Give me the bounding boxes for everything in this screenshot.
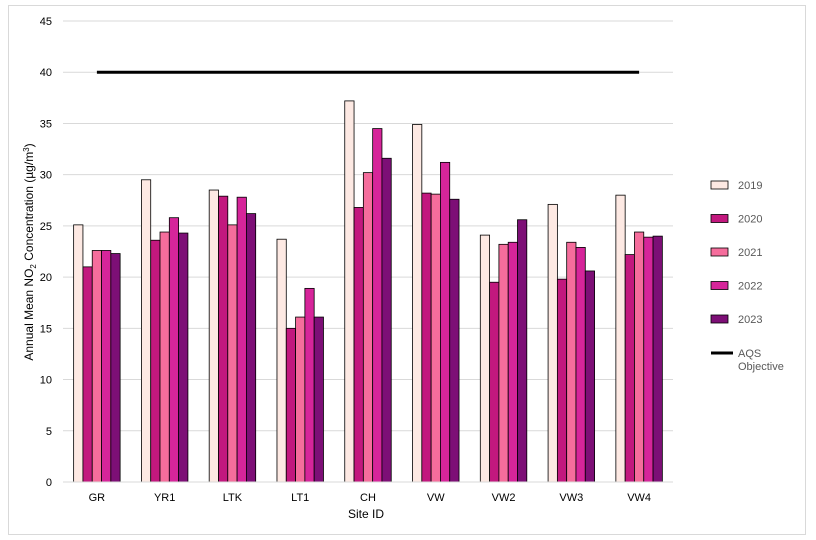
y-tick-labels: 0 5 10 15 20 25 30 35 40 45 [40, 16, 52, 489]
legend-label-aqs: AQS [738, 348, 761, 360]
bar-YR1-2021 [159, 231, 170, 483]
bar-LT1-2019 [276, 238, 287, 483]
x-tick-label: VW [427, 492, 445, 504]
y-tick-label: 10 [40, 375, 52, 387]
bar-GR-2020 [82, 266, 93, 483]
legend-label-2021: 2021 [738, 247, 762, 259]
legend-label-2019: 2019 [738, 180, 762, 192]
x-tick-label: YR1 [154, 492, 175, 504]
legend-label-2020: 2020 [738, 214, 762, 226]
bar-GR-2022 [101, 250, 112, 483]
y-tick-label: 5 [46, 426, 52, 438]
y-axis-title-superscript: 3 [22, 147, 31, 152]
bar-LT1-2020 [285, 327, 296, 483]
bar-GR-2019 [73, 224, 84, 483]
bar-VW-2020 [421, 192, 432, 483]
bar-VW2-2020 [489, 281, 500, 483]
y-tick-label: 15 [40, 323, 52, 335]
bar-VW3-2019 [547, 203, 558, 483]
y-axis-title-subscript: 2 [29, 264, 38, 269]
x-tick-label: VW3 [559, 492, 583, 504]
legend-swatch-2023 [710, 314, 729, 324]
bar-YR1-2019 [141, 179, 152, 483]
y-axis-title-suffix: ) [22, 143, 36, 147]
bar-VW3-2020 [556, 278, 568, 483]
y-tick-label: 35 [40, 118, 52, 130]
bar-CH-2020 [353, 207, 364, 483]
bar-LTK-2021 [227, 224, 238, 483]
chart-frame [8, 5, 806, 535]
bar-VW3-2021 [566, 241, 577, 483]
bar-CH-2021 [362, 172, 374, 483]
legend-label-2022: 2022 [738, 281, 762, 293]
bar-LTK-2019 [208, 189, 219, 483]
bars [73, 100, 663, 483]
legend-swatch-2019 [710, 180, 729, 190]
x-tick-label: LTK [223, 492, 243, 504]
y-tick-label: 25 [40, 221, 52, 233]
x-tick-label: CH [360, 492, 376, 504]
bar-LTK-2020 [218, 195, 229, 483]
bar-CH-2023 [381, 157, 392, 483]
bar-VW-2021 [430, 193, 441, 483]
bar-CH-2022 [372, 128, 383, 483]
x-tick-labels: GR YR1 LTK LT1 CH VW VW2 VW3 VW4 [89, 492, 651, 504]
y-axis-title: Annual Mean NO2 Concentration (µg/m3) [22, 143, 38, 360]
bar-VW-2019 [412, 124, 423, 483]
legend-swatch-2020 [710, 214, 729, 223]
bar-VW2-2023 [517, 219, 528, 483]
bar-YR1-2020 [150, 239, 161, 483]
bar-LT1-2021 [295, 316, 306, 483]
x-tick-label: LT1 [291, 492, 309, 504]
bar-VW2-2019 [479, 234, 491, 483]
legend-label-objective: Objective [738, 361, 784, 373]
bar-GR-2021 [91, 250, 102, 483]
y-tick-label: 0 [46, 477, 52, 489]
bar-LT1-2022 [304, 287, 315, 483]
bar-YR1-2022 [168, 217, 180, 483]
y-tick-label: 20 [40, 272, 52, 284]
bar-VW4-2021 [634, 231, 645, 483]
y-tick-label: 45 [40, 16, 52, 28]
bar-LT1-2023 [313, 316, 324, 483]
bar-VW2-2022 [507, 241, 518, 483]
x-axis-title: Site ID [348, 507, 384, 521]
x-tick-label: VW2 [492, 492, 516, 504]
bar-VW4-2023 [652, 235, 663, 483]
bar-VW4-2020 [624, 254, 635, 483]
y-tick-label: 40 [40, 67, 52, 79]
bar-VW3-2023 [584, 270, 595, 483]
bar-LTK-2023 [245, 213, 257, 483]
legend-swatch-2021 [710, 247, 729, 257]
y-axis-title-middle: Concentration (µg/m [22, 152, 36, 264]
legend-swatch-2022 [710, 281, 729, 290]
bar-VW4-2019 [615, 194, 626, 483]
bar-VW3-2022 [575, 247, 586, 483]
y-axis-title-prefix: Annual Mean NO [22, 269, 36, 361]
bar-VW-2022 [440, 161, 451, 483]
bar-VW4-2022 [643, 236, 654, 483]
bar-GR-2023 [110, 253, 121, 483]
y-tick-label: 30 [40, 170, 52, 182]
bar-VW2-2021 [498, 243, 509, 483]
bar-CH-2019 [344, 100, 355, 483]
x-tick-label: VW4 [627, 492, 651, 504]
bar-YR1-2023 [178, 232, 189, 483]
legend-label-2023: 2023 [738, 314, 762, 326]
bar-VW-2023 [449, 198, 460, 483]
x-tick-label: GR [89, 492, 106, 504]
bar-LTK-2022 [236, 196, 247, 483]
